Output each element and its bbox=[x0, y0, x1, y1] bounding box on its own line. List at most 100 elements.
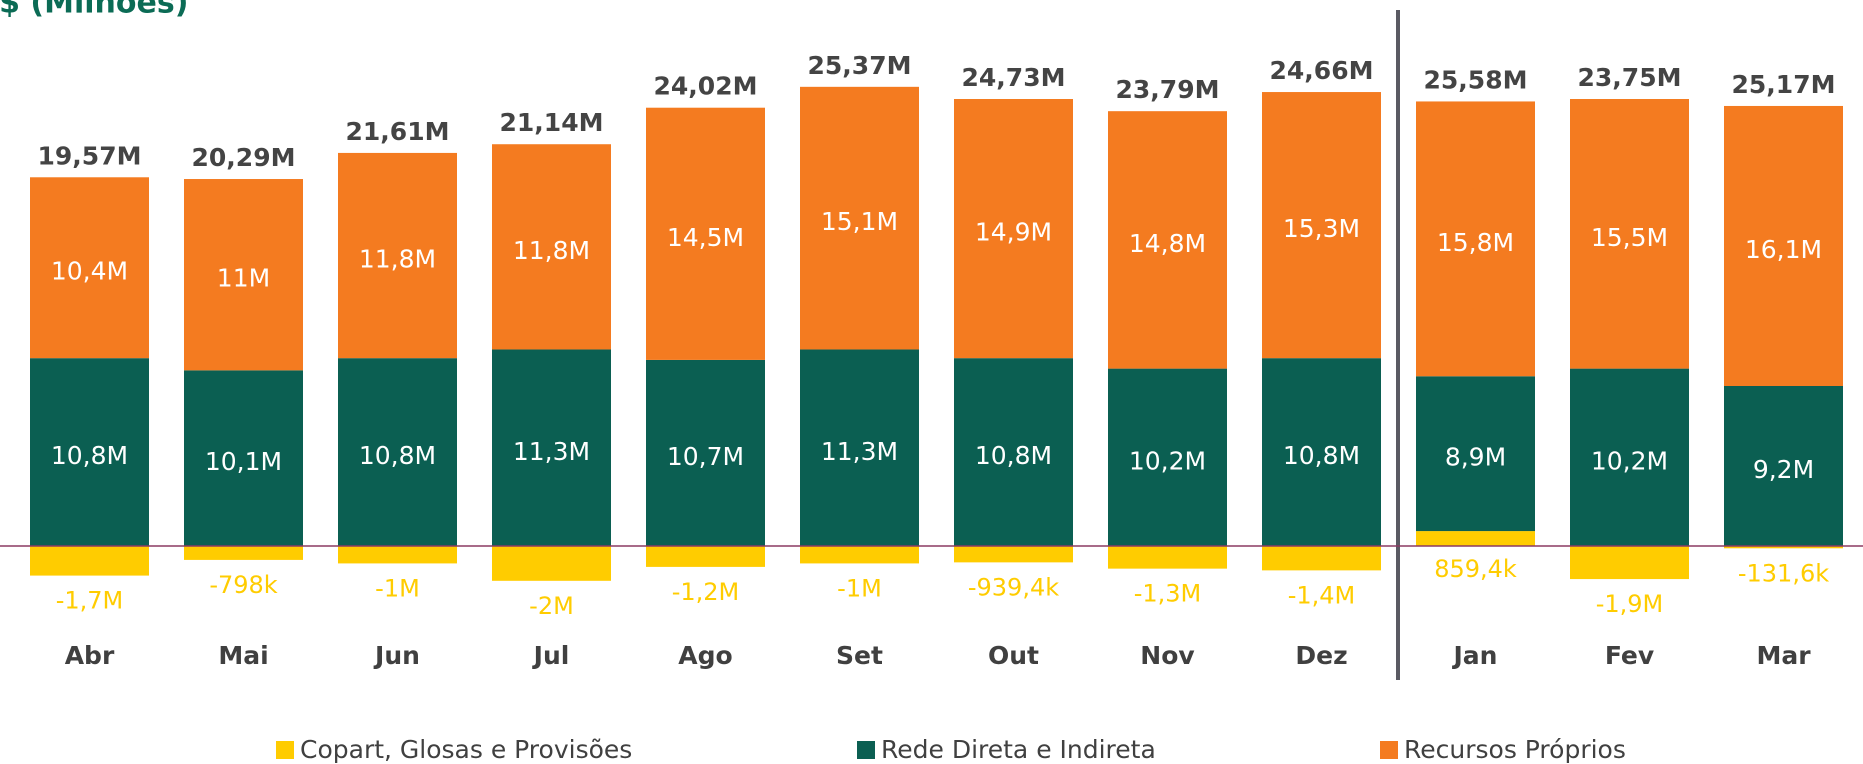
bar-segment bbox=[184, 370, 303, 547]
bar-segment bbox=[492, 349, 611, 547]
bar-segment bbox=[1570, 368, 1689, 547]
total-label: 21,14M bbox=[500, 108, 604, 137]
total-label: 19,57M bbox=[38, 141, 142, 170]
bar-segment bbox=[184, 179, 303, 371]
bar-segment bbox=[184, 546, 303, 560]
data-label: 14,8M bbox=[1129, 229, 1206, 258]
bar-segment bbox=[800, 546, 919, 564]
x-tick-label: Jan bbox=[1452, 641, 1498, 670]
data-label: 10,8M bbox=[359, 441, 436, 470]
total-label: 24,66M bbox=[1270, 56, 1374, 85]
total-label: 21,61M bbox=[346, 117, 450, 146]
bar-segment bbox=[1108, 368, 1227, 547]
total-label: 24,02M bbox=[654, 72, 758, 101]
total-label: 25,17M bbox=[1732, 70, 1836, 99]
x-tick-label: Mai bbox=[218, 641, 268, 670]
bar-segment bbox=[1108, 111, 1227, 369]
x-tick-label: Ago bbox=[678, 641, 732, 670]
data-label: 10,2M bbox=[1129, 446, 1206, 475]
data-label: 8,9M bbox=[1445, 443, 1506, 472]
bar-segment bbox=[1262, 546, 1381, 571]
legend-swatch bbox=[276, 741, 294, 759]
data-label: 15,1M bbox=[821, 207, 898, 236]
x-tick-label: Mar bbox=[1756, 641, 1811, 670]
bar-segment bbox=[338, 152, 457, 359]
bar-segment bbox=[646, 359, 765, 547]
bar-segment bbox=[1416, 101, 1535, 377]
bar-segment bbox=[800, 86, 919, 350]
x-tick-label: Abr bbox=[65, 641, 115, 670]
bar-segment bbox=[954, 99, 1073, 359]
data-label: -798k bbox=[209, 571, 277, 599]
bar-segment bbox=[646, 546, 765, 567]
legend-swatch bbox=[857, 741, 875, 759]
data-label: 14,5M bbox=[667, 223, 744, 252]
bar-segment bbox=[1570, 546, 1689, 580]
data-label: 15,3M bbox=[1283, 214, 1360, 243]
data-label: -1,7M bbox=[56, 587, 124, 615]
bar-segment bbox=[1416, 376, 1535, 532]
legend-label: Copart, Glosas e Provisões bbox=[300, 735, 632, 764]
total-label: 23,75M bbox=[1578, 63, 1682, 92]
bar-segment bbox=[1570, 99, 1689, 369]
bar-segment bbox=[1724, 546, 1843, 549]
bar-segment bbox=[1262, 92, 1381, 359]
x-tick-label: Dez bbox=[1295, 641, 1347, 670]
x-tick-label: Nov bbox=[1140, 641, 1194, 670]
total-label: 25,37M bbox=[808, 51, 912, 80]
data-label: 859,4k bbox=[1434, 555, 1517, 583]
data-label: 10,4M bbox=[51, 257, 128, 286]
bar-segment bbox=[30, 358, 149, 547]
bar-segment bbox=[1724, 105, 1843, 387]
bar-segment bbox=[954, 546, 1073, 563]
bar-segment bbox=[800, 349, 919, 547]
bar-segment bbox=[30, 177, 149, 359]
bar-segment bbox=[492, 144, 611, 350]
bar-segment bbox=[492, 546, 611, 581]
bar-segment bbox=[30, 546, 149, 576]
x-tick-label: Jul bbox=[532, 641, 570, 670]
data-label: 11,3M bbox=[513, 437, 590, 466]
bar-segment bbox=[1416, 531, 1535, 547]
data-label: 15,5M bbox=[1591, 223, 1668, 252]
data-label: -2M bbox=[529, 592, 574, 620]
total-label: 23,79M bbox=[1116, 75, 1220, 104]
data-label: -1M bbox=[375, 574, 420, 602]
data-label: 11,3M bbox=[821, 437, 898, 466]
bar-segment bbox=[338, 546, 457, 564]
data-label: 10,8M bbox=[1283, 441, 1360, 470]
legend-swatch bbox=[1380, 741, 1398, 759]
data-label: -939,4k bbox=[968, 573, 1059, 601]
bar-segment bbox=[954, 358, 1073, 547]
total-label: 20,29M bbox=[192, 143, 296, 172]
data-label: -131,6k bbox=[1738, 559, 1829, 587]
data-label: 16,1M bbox=[1745, 235, 1822, 264]
bar-segment bbox=[338, 358, 457, 547]
bar-segment bbox=[1108, 546, 1227, 569]
data-label: 14,9M bbox=[975, 218, 1052, 247]
data-label: -1,2M bbox=[672, 578, 740, 606]
data-label: 9,2M bbox=[1753, 455, 1814, 484]
data-label: 11M bbox=[217, 264, 270, 293]
data-label: 10,2M bbox=[1591, 446, 1668, 475]
x-tick-label: Fev bbox=[1605, 641, 1654, 670]
total-label: 25,58M bbox=[1424, 65, 1528, 94]
data-label: 10,8M bbox=[975, 441, 1052, 470]
data-label: 10,1M bbox=[205, 447, 282, 476]
bar-segment bbox=[1724, 386, 1843, 547]
data-label: -1,4M bbox=[1288, 581, 1356, 609]
data-label: 11,8M bbox=[359, 245, 436, 274]
bar-segment bbox=[1262, 358, 1381, 547]
data-label: 15,8M bbox=[1437, 228, 1514, 257]
legend-label: Recursos Próprios bbox=[1404, 735, 1626, 764]
data-label: -1,3M bbox=[1134, 580, 1202, 608]
total-label: 24,73M bbox=[962, 63, 1066, 92]
data-label: -1M bbox=[837, 574, 882, 602]
chart-title: R$ (Milhões) bbox=[0, 0, 188, 21]
data-label: 10,8M bbox=[51, 441, 128, 470]
data-label: 11,8M bbox=[513, 236, 590, 265]
data-label: 10,7M bbox=[667, 442, 744, 471]
bar-segment bbox=[646, 107, 765, 360]
data-label: -1,9M bbox=[1596, 590, 1664, 618]
